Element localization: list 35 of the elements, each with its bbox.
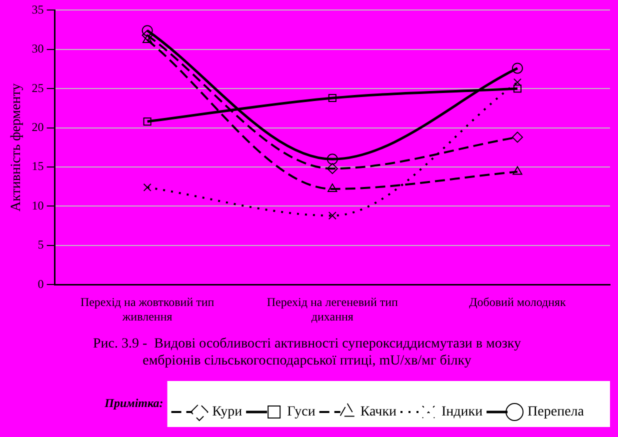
- point: [142, 30, 153, 41]
- point: [512, 166, 522, 175]
- y-axis-title: Активність ферменту: [9, 83, 24, 212]
- point: [142, 34, 152, 43]
- y-tick-label: 0: [38, 276, 44, 291]
- point: [142, 25, 153, 36]
- y-tick-label: 30: [32, 42, 44, 56]
- legend-label: Гуси: [287, 404, 316, 420]
- y-tick-label: 25: [32, 80, 44, 95]
- legend-label: Перепела: [528, 404, 585, 420]
- point: [328, 212, 336, 220]
- legend-label: Качки: [360, 404, 397, 420]
- point: [513, 78, 522, 86]
- legend-label: Індики: [441, 404, 484, 420]
- x-tick-label: Добовий молодняк: [469, 294, 566, 309]
- y-tick-label: 35: [32, 2, 44, 16]
- x-tick-label: Перехід на жовтковий тип живлення: [80, 294, 215, 324]
- point: [143, 117, 152, 126]
- text: Рис. 3.9 - Видові особливості активності супероксиддисмутази в мозку: [93, 336, 521, 352]
- point: [328, 183, 338, 192]
- y-tick-label: 20: [32, 120, 44, 134]
- y-tick-label: 15: [32, 159, 44, 174]
- point: [512, 62, 523, 74]
- legend-label: Кури: [212, 404, 243, 420]
- point: [326, 154, 338, 165]
- text: ембріонів сільськогосподарської птиці, mU/хв/мг білку: [142, 353, 472, 368]
- point: [326, 163, 338, 174]
- point: [328, 94, 336, 102]
- y-tick-label: 10: [32, 198, 44, 212]
- point: [513, 84, 522, 93]
- point: [512, 132, 523, 143]
- y-tick-label: 5: [38, 238, 44, 252]
- text: Примітка:: [104, 396, 164, 410]
- x-tick-label: Перехід на легеневий тип дихання: [266, 294, 399, 324]
- point: [143, 183, 152, 192]
